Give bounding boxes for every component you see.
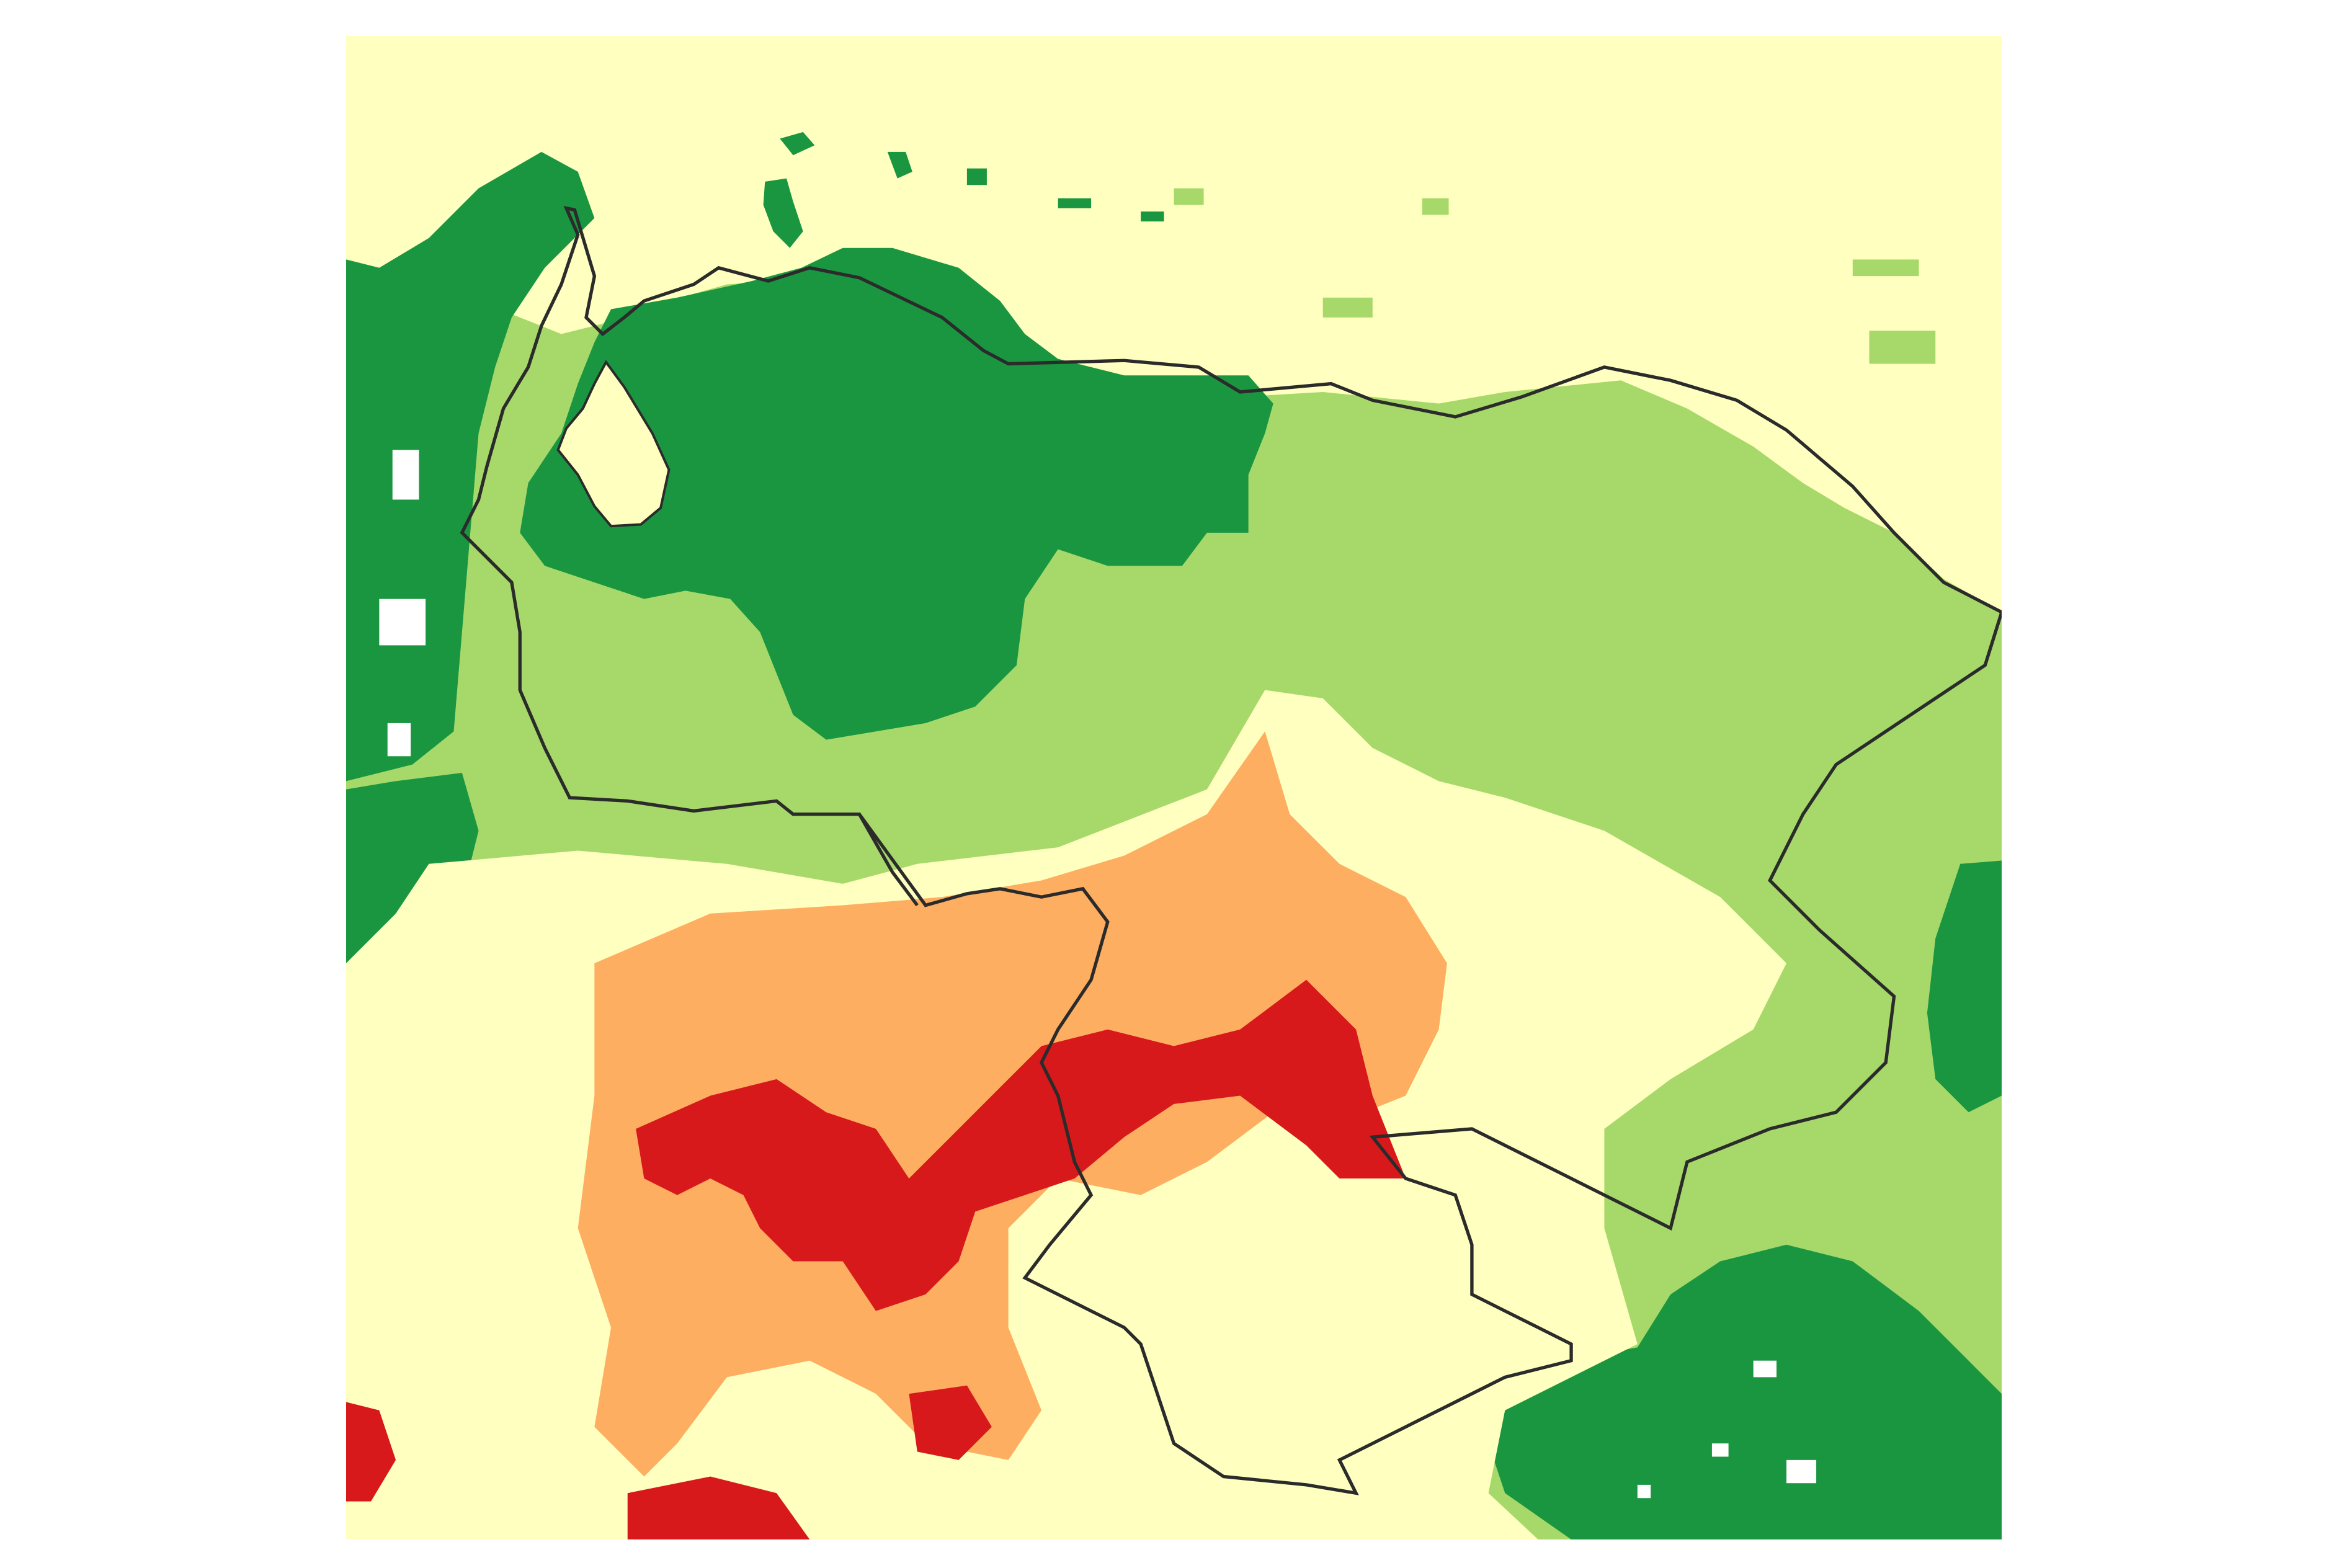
red-zone-south-blob: [909, 1385, 992, 1460]
country-boundary-outline: [460, 206, 2002, 1495]
red-zone-southwest-area: [346, 1402, 396, 1502]
island-small-4: [1174, 188, 1204, 205]
map-canvas: [346, 36, 2002, 1539]
island-small-1: [966, 168, 987, 185]
raster-map: [346, 36, 2002, 1539]
no-data-patch-w-1: [392, 450, 419, 500]
no-data-patch-se-3: [1711, 1443, 1729, 1457]
island-small-6: [1322, 297, 1373, 318]
island-aruba-area: [763, 178, 803, 248]
island-small-5: [1422, 198, 1449, 215]
caribbean-sea-area: [346, 36, 2002, 613]
no-data-patch-se-1: [1753, 1360, 1777, 1378]
dark-green-southeast-area: [1488, 1244, 2002, 1539]
lake-maracaibo: [556, 360, 671, 528]
dark-green-north-central-area: [520, 247, 1273, 740]
island-small-7: [1869, 331, 1936, 364]
island-bonaire-area: [887, 151, 912, 179]
island-curacao-area: [780, 131, 815, 156]
no-data-patch-se-4: [1637, 1484, 1651, 1499]
red-zone-south-area: [627, 1476, 810, 1539]
island-small-3: [1141, 211, 1164, 221]
no-data-patch-w-2: [379, 599, 426, 646]
internal-boundary-line: [858, 813, 919, 907]
no-data-patch-se-2: [1786, 1459, 1817, 1484]
island-small-8: [1852, 259, 1919, 277]
island-small-2: [1058, 198, 1092, 208]
no-data-patch-w-3: [387, 723, 411, 757]
dark-green-east-edge-area: [1927, 860, 2002, 1113]
red-zone-area: [636, 979, 1406, 1311]
